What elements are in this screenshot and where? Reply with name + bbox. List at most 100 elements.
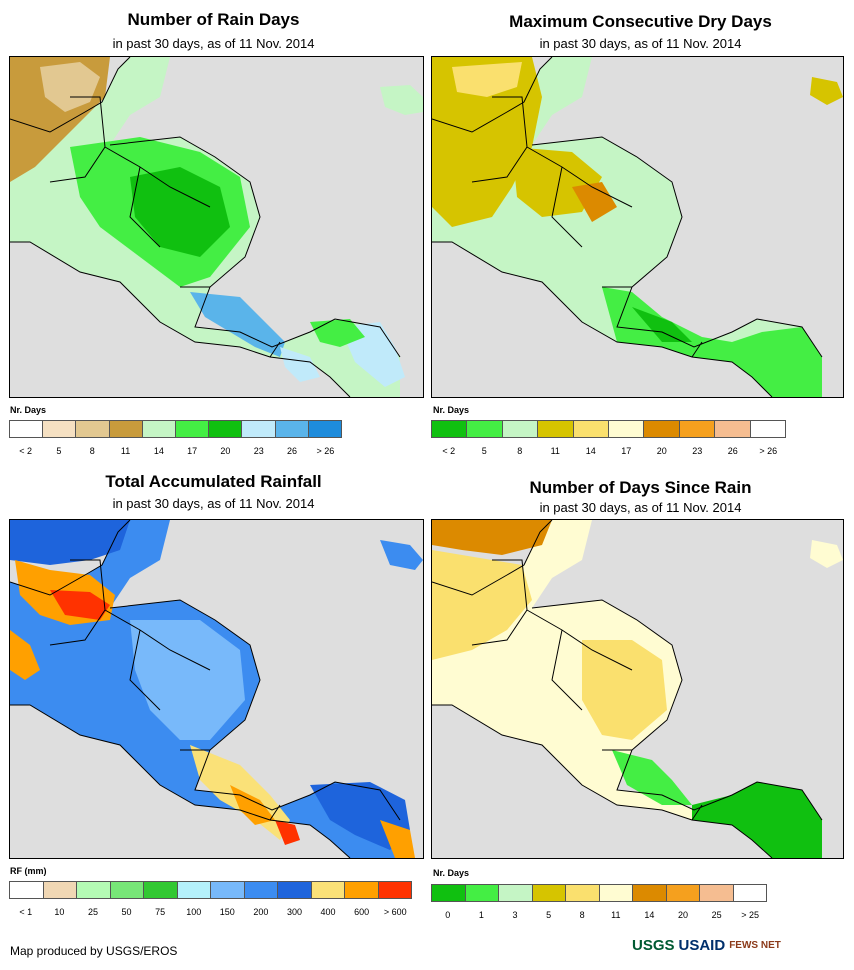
legend-tick-label: 0 (445, 910, 451, 920)
legend-swatch (566, 885, 600, 901)
panel-title: Total Accumulated Rainfall (105, 472, 322, 491)
legend-swatch (432, 421, 468, 437)
legend-tick-label: 25 (87, 907, 98, 917)
panel-rain-days: Number of Rain Days in past 30 days, as … (0, 0, 427, 470)
legend-tick-label: 200 (253, 907, 269, 917)
legend-swatch (43, 421, 77, 437)
legend-tick-label: 11 (611, 910, 621, 920)
legend-tick-label: 11 (120, 446, 131, 456)
legend-swatch (465, 885, 499, 901)
legend-swatch (10, 421, 44, 437)
legend-swatch (177, 882, 211, 898)
legend-swatch (176, 421, 210, 437)
fewsnet-logo: FEWS NET (729, 939, 781, 951)
panel-subtitle: in past 30 days, as of 11 Nov. 2014 (112, 36, 315, 51)
usaid-logo: USAID (678, 936, 726, 954)
panel-title: Number of Days Since Rain (529, 478, 752, 497)
legend-swatch (244, 882, 278, 898)
legend-bar (9, 881, 412, 899)
map-dry-days (431, 56, 844, 398)
legend-swatch (242, 421, 276, 437)
legend-swatch (211, 882, 245, 898)
legend-swatch (499, 885, 533, 901)
legend-unit: Nr. Days (433, 405, 470, 415)
legend-tick-label: 5 (481, 446, 487, 456)
legend-tick-label: 11 (550, 446, 560, 456)
legend-tick-label: 50 (121, 907, 132, 917)
legend-ticks: < 2 5 8 11 14 17 20 23 26 > 26 (9, 445, 342, 457)
legend-swatch (77, 882, 111, 898)
legend-tick-label: 8 (579, 910, 585, 920)
legend-tick-label: > 25 (741, 910, 760, 920)
legend-ticks: 0 1 3 5 8 11 14 20 25 > 25 (431, 909, 767, 921)
legend-unit: Nr. Days (433, 868, 470, 878)
legend-tick-label: 20 (656, 446, 667, 456)
legend-tick-label: 8 (89, 446, 95, 456)
legend-swatch (275, 421, 309, 437)
legend-swatch (573, 421, 610, 437)
legend-tick-label: 600 (354, 907, 370, 917)
map-rain-days (9, 56, 424, 398)
legend-swatch (609, 421, 645, 437)
legend-tick-label: 75 (155, 907, 166, 917)
legend-tick-label: 14 (585, 446, 596, 456)
panel-subtitle: in past 30 days, as of 11 Nov. 2014 (112, 496, 315, 511)
legend-ticks: < 2 5 8 11 14 17 20 23 26 > 26 (431, 445, 786, 457)
panel-title: Number of Rain Days (127, 10, 300, 29)
legend-tick-label: 23 (692, 446, 703, 456)
panel-subtitle: in past 30 days, as of 11 Nov. 2014 (539, 36, 742, 51)
legend-swatch (715, 421, 751, 437)
legend-swatch (666, 885, 700, 901)
logos: USGS USAID FEWS NET (632, 932, 844, 958)
legend-swatch (308, 421, 342, 437)
legend-tick-label: 25 (711, 910, 722, 920)
legend-swatch (467, 421, 503, 437)
legend-swatch (644, 421, 680, 437)
legend-unit: Nr. Days (10, 405, 47, 415)
legend-unit: RF (mm) (10, 866, 47, 876)
legend-tick-label: 14 (644, 910, 655, 920)
credit-text: Map produced by USGS/EROS (10, 944, 178, 958)
usgs-logo: USGS (632, 936, 675, 954)
legend-tick-label: 23 (253, 446, 264, 456)
legend-swatch (378, 882, 411, 898)
map-svg (10, 520, 423, 858)
legend-swatch (733, 885, 766, 901)
legend-swatch (43, 882, 77, 898)
legend-swatch (538, 421, 574, 437)
panel-dry-days: Maximum Consecutive Dry Days in past 30 … (427, 0, 854, 470)
legend-tick-label: 17 (621, 446, 632, 456)
legend-swatch (142, 421, 177, 437)
legend-swatch (278, 882, 312, 898)
legend-swatch (532, 885, 566, 901)
panel-total-rainfall: Total Accumulated Rainfall in past 30 da… (0, 470, 427, 930)
legend-tick-label: 20 (677, 910, 689, 920)
panel-title: Maximum Consecutive Dry Days (509, 12, 772, 31)
legend-tick-label: 1 (478, 910, 484, 920)
legend-swatch (750, 421, 786, 437)
legend-swatch (502, 421, 539, 437)
legend-tick-label: 14 (153, 446, 164, 456)
panel-subtitle: in past 30 days, as of 11 Nov. 2014 (539, 500, 742, 515)
legend-tick-label: 5 (56, 446, 62, 456)
legend-tick-label: 5 (546, 910, 552, 920)
legend-tick-label: > 600 (383, 907, 407, 917)
legend-tick-label: < 2 (19, 446, 33, 456)
legend-tick-label: < 2 (442, 446, 456, 456)
legend-swatch (76, 421, 110, 437)
legend-tick-label: 300 (286, 907, 302, 917)
map-days-since-rain (431, 519, 844, 859)
legend-ticks: < 1 10 25 50 75 100 150 200 300 400 600 > 600 (9, 906, 412, 918)
legend-swatch (110, 882, 144, 898)
legend-swatch (209, 421, 243, 437)
legend-tick-label: 100 (186, 907, 202, 917)
legend-swatch (10, 882, 44, 898)
map-svg (432, 57, 843, 397)
legend-swatch (345, 882, 379, 898)
legend-tick-label: 26 (727, 446, 738, 456)
legend-swatch (599, 885, 633, 901)
legend-swatch (679, 421, 716, 437)
legend-swatch (633, 885, 667, 901)
legend-tick-label: 20 (220, 446, 231, 456)
legend-swatch (311, 882, 345, 898)
